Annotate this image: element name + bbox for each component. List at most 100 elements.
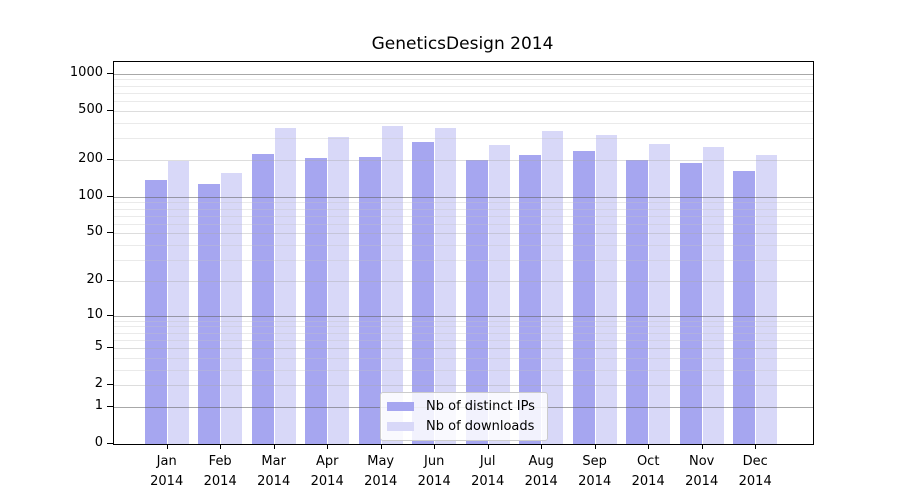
bar-distinct-ips-dec (733, 170, 756, 444)
legend-swatch-distinct-ips (387, 402, 414, 411)
x-tick-may (380, 444, 382, 449)
bar-downloads-jan (167, 160, 189, 444)
x-tick-jan (166, 444, 168, 449)
y-tick-label-2: 2 (94, 376, 103, 392)
bar-distinct-ips-sep (572, 151, 595, 444)
plot-area (113, 61, 814, 445)
x-tick-label-may: May 2014 (364, 454, 398, 489)
bar-downloads-aug (542, 130, 564, 444)
y-tick-label-50: 50 (86, 224, 103, 240)
gridline-minor-7 (114, 332, 813, 334)
bar-downloads-nov (702, 147, 724, 444)
x-tick-oct (648, 444, 650, 449)
bar-distinct-ips-aug (519, 154, 542, 444)
bar-distinct-ips-may (358, 157, 381, 444)
y-tick-label-1000: 1000 (69, 64, 103, 80)
x-tick-apr (327, 444, 329, 449)
gridline-major-100 (114, 196, 813, 198)
y-tick-1000 (107, 72, 113, 74)
bar-distinct-ips-jul (465, 159, 488, 444)
gridline-minor-3 (114, 369, 813, 371)
bar-downloads-sep (595, 134, 617, 444)
x-tick-jul (487, 444, 489, 449)
x-tick-aug (541, 444, 543, 449)
legend-item-downloads: Nb of downloads (387, 419, 535, 434)
gridline-minor-900 (114, 79, 813, 81)
x-tick-jun (434, 444, 436, 449)
legend-swatch-downloads (387, 422, 414, 431)
y-tick-10 (107, 314, 113, 316)
x-tick-dec (755, 444, 757, 449)
y-tick-2 (107, 384, 113, 386)
gridline-minor-80 (114, 208, 813, 210)
y-tick-label-0: 0 (94, 435, 103, 450)
legend: Nb of distinct IPs Nb of downloads (380, 392, 548, 441)
gridline-500 (114, 110, 813, 112)
gridline-minor-400 (114, 122, 813, 124)
y-tick-100 (107, 195, 113, 197)
gridline-5 (114, 348, 813, 349)
bar-distinct-ips-nov (679, 162, 702, 444)
y-tick-label-1: 1 (94, 397, 103, 413)
legend-item-distinct-ips: Nb of distinct IPs (387, 399, 535, 414)
bar-distinct-ips-jan (144, 179, 167, 444)
gridline-minor-600 (114, 101, 813, 103)
y-tick-1 (107, 405, 113, 407)
y-tick-label-200: 200 (78, 150, 103, 166)
gridline-50 (114, 233, 813, 235)
bar-distinct-ips-jun (412, 142, 435, 444)
y-tick-label-500: 500 (78, 101, 103, 117)
gridline-major-1000 (114, 73, 813, 75)
y-tick-label-20: 20 (86, 271, 103, 287)
gridline-major-10 (114, 315, 813, 317)
x-tick-nov (701, 444, 703, 449)
y-tick-label-10: 10 (86, 306, 103, 322)
gridline-minor-40 (114, 245, 813, 246)
legend-label-distinct-ips: Nb of distinct IPs (426, 399, 535, 414)
bar-downloads-oct (649, 143, 671, 444)
y-tick-20 (107, 279, 113, 281)
gridline-minor-4 (114, 357, 813, 359)
x-tick-label-sep: Sep 2014 (578, 454, 612, 489)
x-tick-label-jun: Jun 2014 (417, 454, 451, 489)
x-tick-label-mar: Mar 2014 (257, 454, 291, 489)
bar-downloads-mar (274, 127, 296, 444)
gridline-2 (114, 385, 813, 387)
bar-distinct-ips-feb (198, 183, 221, 444)
x-tick-sep (594, 444, 596, 449)
gridline-minor-700 (114, 92, 813, 94)
y-tick-200 (107, 158, 113, 160)
x-tick-label-nov: Nov 2014 (685, 454, 719, 489)
legend-label-downloads: Nb of downloads (426, 419, 535, 434)
gridline-minor-8 (114, 326, 813, 328)
y-tick-500 (107, 109, 113, 111)
gridline-minor-90 (114, 202, 813, 204)
y-tick-0 (107, 443, 113, 444)
gridline-minor-800 (114, 85, 813, 87)
chart-title: GeneticsDesign 2014 (371, 34, 554, 54)
gridline-minor-9 (114, 320, 813, 322)
x-tick-label-jul: Jul 2014 (471, 454, 505, 489)
bar-downloads-feb (221, 173, 243, 444)
x-tick-mar (273, 444, 275, 449)
bar-downloads-dec (756, 154, 778, 444)
gridline-minor-60 (114, 223, 813, 225)
gridline-20 (114, 280, 813, 282)
bar-distinct-ips-mar (251, 153, 274, 444)
gridline-minor-300 (114, 138, 813, 140)
gridline-minor-70 (114, 215, 813, 217)
x-tick-label-feb: Feb 2014 (203, 454, 237, 489)
gridline-minor-6 (114, 339, 813, 341)
x-tick-feb (220, 444, 222, 449)
bar-downloads-jun (435, 128, 457, 444)
bar-downloads-may (381, 125, 403, 444)
y-tick-5 (107, 347, 113, 348)
x-tick-label-oct: Oct 2014 (631, 454, 665, 489)
bar-distinct-ips-oct (626, 160, 649, 444)
bar-distinct-ips-apr (305, 158, 328, 444)
y-tick-label-5: 5 (94, 339, 103, 354)
bar-downloads-apr (328, 137, 350, 444)
x-tick-label-aug: Aug 2014 (524, 454, 558, 489)
x-tick-label-jan: Jan 2014 (150, 454, 184, 489)
